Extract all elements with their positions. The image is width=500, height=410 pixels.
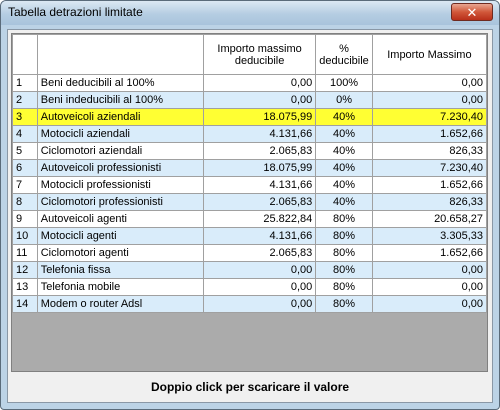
row-index-cell[interactable]: 4 <box>12 125 38 143</box>
column-header-description <box>36 34 204 75</box>
column-header-percent[interactable]: % deducibile <box>315 34 373 75</box>
column-header-max-amount[interactable]: Importo Massimo <box>371 34 487 75</box>
table-row[interactable]: 11 Ciclomotori agenti 2.065,83 80% 1.652,66 <box>12 244 487 262</box>
row-index-cell[interactable]: 7 <box>12 176 38 194</box>
description-cell[interactable]: Ciclomotori agenti <box>36 244 204 262</box>
table-row[interactable]: 3 Autoveicoli aziendali 18.075,99 40% 7.230,… <box>12 108 487 126</box>
deductions-grid[interactable]: Importo massimo deducibile % deducibile … <box>11 33 488 372</box>
percent-cell[interactable]: 40% <box>315 125 373 143</box>
max-deductible-cell[interactable]: 0,00 <box>202 278 317 296</box>
max-amount-cell[interactable]: 20.658,27 <box>371 210 487 228</box>
row-index-cell[interactable]: 9 <box>12 210 38 228</box>
max-deductible-cell[interactable]: 4.131,66 <box>202 125 317 143</box>
description-cell[interactable]: Telefonia mobile <box>36 278 204 296</box>
table-row[interactable]: 4 Motocicli aziendali 4.131,66 40% 1.652,66 <box>12 125 487 143</box>
percent-cell[interactable]: 0% <box>315 91 373 109</box>
max-deductible-cell[interactable]: 4.131,66 <box>202 176 317 194</box>
table-row[interactable]: 13 Telefonia mobile 0,00 80% 0,00 <box>12 278 487 296</box>
description-cell[interactable]: Motocicli professionisti <box>36 176 204 194</box>
column-header-index <box>12 34 38 75</box>
description-cell[interactable]: Autoveicoli professionisti <box>36 159 204 177</box>
description-cell[interactable]: Beni indeducibili al 100% <box>36 91 204 109</box>
row-index-cell[interactable]: 13 <box>12 278 38 296</box>
table-row[interactable]: 2 Beni indeducibili al 100% 0,00 0% 0,00 <box>12 91 487 109</box>
max-amount-cell[interactable]: 3.305,33 <box>371 227 487 245</box>
percent-cell[interactable]: 80% <box>315 295 373 313</box>
table-row[interactable]: 1 Beni deducibili al 100% 0,00 100% 0,00 <box>12 74 487 92</box>
percent-cell[interactable]: 40% <box>315 193 373 211</box>
row-index-cell[interactable]: 11 <box>12 244 38 262</box>
description-cell[interactable]: Autoveicoli agenti <box>36 210 204 228</box>
max-deductible-cell[interactable]: 2.065,83 <box>202 142 317 160</box>
max-amount-cell[interactable]: 1.652,66 <box>371 125 487 143</box>
max-amount-cell[interactable]: 826,33 <box>371 142 487 160</box>
max-amount-cell[interactable]: 1.652,66 <box>371 176 487 194</box>
max-deductible-cell[interactable]: 18.075,99 <box>202 159 317 177</box>
description-cell[interactable]: Modem o router Adsl <box>36 295 204 313</box>
dialog-client-area: Importo massimo deducibile % deducibile … <box>7 29 493 403</box>
max-amount-cell[interactable]: 7.230,40 <box>371 108 487 126</box>
percent-cell[interactable]: 40% <box>315 176 373 194</box>
percent-cell[interactable]: 80% <box>315 244 373 262</box>
percent-cell[interactable]: 80% <box>315 227 373 245</box>
percent-cell[interactable]: 40% <box>315 142 373 160</box>
row-index-cell[interactable]: 12 <box>12 261 38 279</box>
table-row[interactable]: 5 Ciclomotori aziendali 2.065,83 40% 826,33 <box>12 142 487 160</box>
max-deductible-cell[interactable]: 0,00 <box>202 74 317 92</box>
title-bar[interactable]: Tabella detrazioni limitate ✕ <box>1 1 499 25</box>
row-index-cell[interactable]: 8 <box>12 193 38 211</box>
table-row[interactable]: 9 Autoveicoli agenti 25.822,84 80% 20.658,27 <box>12 210 487 228</box>
percent-cell[interactable]: 80% <box>315 210 373 228</box>
row-index-cell[interactable]: 2 <box>12 91 38 109</box>
max-amount-cell[interactable]: 0,00 <box>371 278 487 296</box>
max-deductible-cell[interactable]: 2.065,83 <box>202 193 317 211</box>
max-deductible-cell[interactable]: 18.075,99 <box>202 108 317 126</box>
description-cell[interactable]: Motocicli aziendali <box>36 125 204 143</box>
footer-hint: Doppio click per scaricare il valore <box>150 380 350 394</box>
row-index-cell[interactable]: 14 <box>12 295 38 313</box>
max-amount-cell[interactable]: 826,33 <box>371 193 487 211</box>
row-index-cell[interactable]: 5 <box>12 142 38 160</box>
row-index-cell[interactable]: 3 <box>12 108 38 126</box>
percent-cell[interactable]: 40% <box>315 108 373 126</box>
table-row[interactable]: 12 Telefonia fissa 0,00 80% 0,00 <box>12 261 487 279</box>
row-index-cell[interactable]: 6 <box>12 159 38 177</box>
window-title: Tabella detrazioni limitate <box>8 5 143 19</box>
close-button[interactable]: ✕ <box>451 3 493 21</box>
max-amount-cell[interactable]: 7.230,40 <box>371 159 487 177</box>
percent-cell[interactable]: 100% <box>315 74 373 92</box>
description-cell[interactable]: Beni deducibili al 100% <box>36 74 204 92</box>
max-deductible-cell[interactable]: 25.822,84 <box>202 210 317 228</box>
table-header-row: Importo massimo deducibile % deducibile … <box>12 34 487 75</box>
max-deductible-cell[interactable]: 0,00 <box>202 91 317 109</box>
close-icon: ✕ <box>466 5 478 20</box>
description-cell[interactable]: Autoveicoli aziendali <box>36 108 204 126</box>
description-cell[interactable]: Ciclomotori professionisti <box>36 193 204 211</box>
percent-cell[interactable]: 80% <box>315 278 373 296</box>
percent-cell[interactable]: 80% <box>315 261 373 279</box>
table-row[interactable]: 7 Motocicli professionisti 4.131,66 40% 1.65… <box>12 176 487 194</box>
row-index-cell[interactable]: 1 <box>12 74 38 92</box>
max-amount-cell[interactable]: 0,00 <box>371 74 487 92</box>
max-deductible-cell[interactable]: 4.131,66 <box>202 227 317 245</box>
description-cell[interactable]: Telefonia fissa <box>36 261 204 279</box>
max-amount-cell[interactable]: 0,00 <box>371 295 487 313</box>
deductions-table: Importo massimo deducibile % deducibile … <box>12 34 487 313</box>
table-row[interactable]: 14 Modem o router Adsl 0,00 80% 0,00 <box>12 295 487 313</box>
description-cell[interactable]: Motocicli agenti <box>36 227 204 245</box>
max-amount-cell[interactable]: 1.652,66 <box>371 244 487 262</box>
max-deductible-cell[interactable]: 0,00 <box>202 295 317 313</box>
max-amount-cell[interactable]: 0,00 <box>371 91 487 109</box>
max-deductible-cell[interactable]: 2.065,83 <box>202 244 317 262</box>
table-row[interactable]: 10 Motocicli agenti 4.131,66 80% 3.305,33 <box>12 227 487 245</box>
percent-cell[interactable]: 40% <box>315 159 373 177</box>
row-index-cell[interactable]: 10 <box>12 227 38 245</box>
max-deductible-cell[interactable]: 0,00 <box>202 261 317 279</box>
table-row[interactable]: 6 Autoveicoli professionisti 18.075,99 40% 7… <box>12 159 487 177</box>
max-amount-cell[interactable]: 0,00 <box>371 261 487 279</box>
table-row[interactable]: 8 Ciclomotori professionisti 2.065,83 40% 82… <box>12 193 487 211</box>
description-cell[interactable]: Ciclomotori aziendali <box>36 142 204 160</box>
column-header-max-deductible[interactable]: Importo massimo deducibile <box>202 34 317 75</box>
